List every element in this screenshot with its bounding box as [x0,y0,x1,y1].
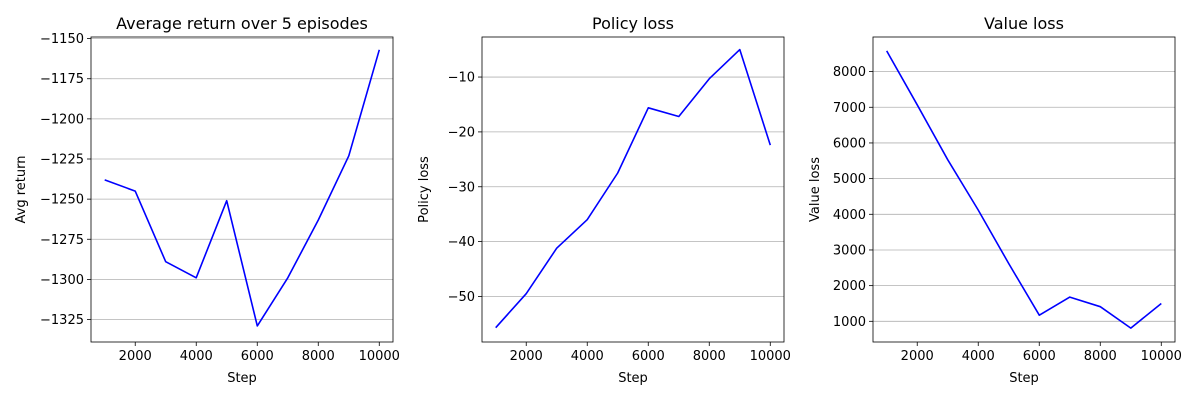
x-tick-label: 4000 [962,349,995,364]
y-axis-label: Avg return [14,156,29,224]
y-tick-label: 2000 [833,279,866,294]
plot-frame [872,36,1176,343]
x-tick-label: 6000 [1023,349,1056,364]
x-tick-label: 6000 [241,349,274,364]
x-tick-label: 2000 [510,349,543,364]
y-tick-label: 4000 [833,208,866,223]
y-tick-label: 7000 [833,101,866,116]
y-tick-label: 3000 [833,243,866,258]
y-tick-label: 5000 [833,172,866,187]
y-tick-label: −30 [448,180,475,195]
y-tick-label: −1300 [40,273,84,288]
chart-title: Policy loss [592,14,674,33]
x-tick-label: 8000 [693,349,726,364]
y-tick-label: −1200 [40,112,84,127]
y-tick-label: −1250 [40,193,84,208]
y-tick-label: 8000 [833,65,866,80]
y-tick-label: −20 [448,125,475,140]
chart-title: Value loss [984,14,1064,33]
x-tick-label: 2000 [901,349,934,364]
y-tick-label: 6000 [833,136,866,151]
y-axis-label: Policy loss [417,156,432,223]
chart-panel-3: 1000 2000 3000 4000 5000 6000 7000 8000 2000 4000… [808,14,1182,386]
x-axis-label: Step [227,371,257,386]
series-line [886,50,1162,329]
x-axis-label: Step [1009,371,1039,386]
y-axis-label: Value loss [808,157,823,222]
y-tick-label: −1325 [40,313,84,328]
series-line [495,48,772,329]
chart-panel-1: −1325 −1300 −1275 −1250 −1225 −1200 −1175 −1150… [14,14,400,386]
x-tick-label: 8000 [1084,349,1117,364]
x-axis-label: Step [618,371,648,386]
chart-title: Average return over 5 episodes [116,14,368,33]
y-tick-label: −40 [448,235,475,250]
plot-frame [90,36,394,343]
x-tick-label: 10000 [1141,349,1182,364]
x-tick-label: 2000 [119,349,152,364]
y-tick-label: −1225 [40,153,84,168]
y-tick-label: −10 [448,71,475,86]
y-tick-label: −1150 [40,32,84,47]
x-tick-label: 6000 [632,349,665,364]
x-tick-label: 8000 [302,349,335,364]
x-tick-label: 10000 [359,349,400,364]
y-tick-label: 1000 [833,315,866,330]
series-line [104,49,381,327]
y-tick-label: −1275 [40,233,84,248]
x-tick-label: 4000 [180,349,213,364]
y-tick-label: −1175 [40,72,84,87]
chart-panel-2: −50 −40 −30 −20 −10 2000 4000 6000 8000 10000 Poli… [417,14,791,386]
x-tick-label: 4000 [571,349,604,364]
x-tick-label: 10000 [750,349,791,364]
plot-frame [481,36,785,343]
y-tick-label: −50 [448,290,475,305]
